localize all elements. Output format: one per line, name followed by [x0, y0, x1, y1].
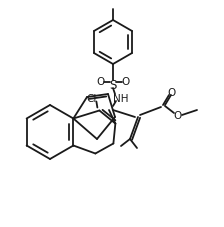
Text: O: O	[168, 88, 176, 98]
Text: O: O	[174, 111, 182, 121]
Text: NH: NH	[113, 94, 129, 104]
Text: Cl: Cl	[86, 93, 97, 103]
Text: S: S	[109, 78, 117, 91]
Text: O: O	[122, 77, 130, 87]
Text: O: O	[96, 77, 104, 87]
